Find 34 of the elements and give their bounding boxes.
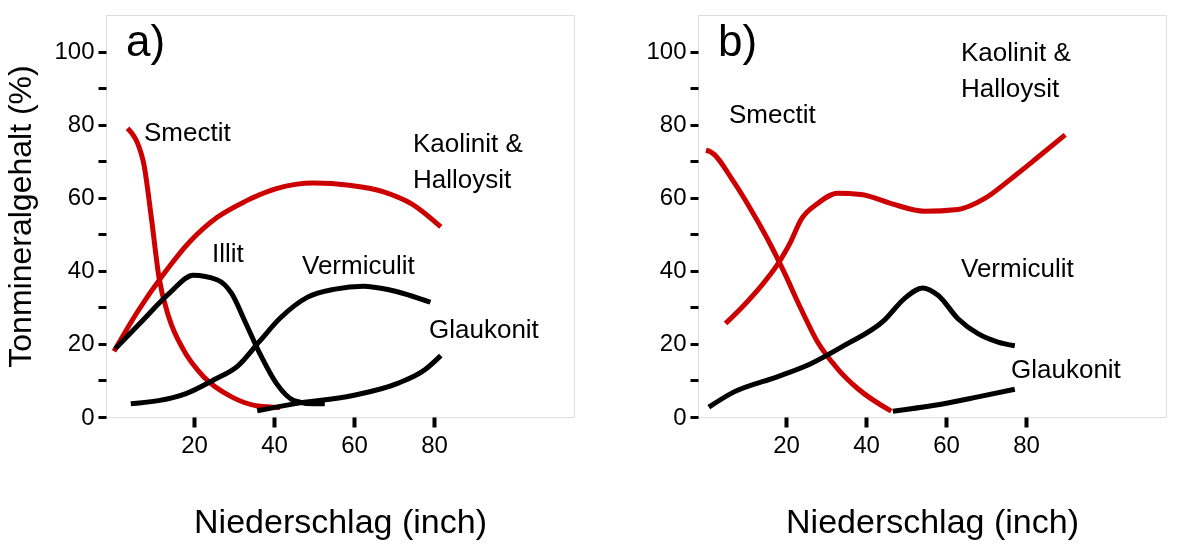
series-label: Glaukonit: [1011, 354, 1122, 384]
y-tick-label: 40: [67, 256, 95, 284]
x-tick-label: 80: [1013, 430, 1040, 458]
series-label: Kaolinit & Halloysit: [961, 37, 1071, 103]
x-tick-label: 20: [773, 430, 800, 458]
chart-title: a): [126, 16, 166, 65]
y-tick-label: 0: [673, 402, 687, 430]
series-label: Smectit: [729, 99, 817, 129]
x-tick-label: 80: [421, 430, 448, 458]
y-tick-label: 40: [659, 256, 687, 284]
y-tick-label: 20: [659, 329, 687, 357]
y-tick-label: 60: [659, 183, 687, 211]
series-label: Glaukonit: [429, 314, 540, 344]
x-axis-title: Niederschlag (inch): [194, 501, 487, 540]
y-tick-label: 20: [67, 329, 95, 357]
y-tick-label: 100: [646, 37, 687, 65]
x-tick-label: 20: [181, 430, 208, 458]
y-tick-label: 0: [81, 402, 95, 430]
series-label: Vermiculit: [302, 250, 416, 280]
series-label: Vermiculit: [961, 253, 1075, 283]
y-tick-label: 100: [54, 37, 95, 65]
y-tick-label: 60: [67, 183, 95, 211]
x-tick-label: 60: [933, 430, 960, 458]
y-tick-label: 80: [659, 110, 687, 138]
chart-title: b): [718, 16, 758, 65]
x-tick-label: 60: [341, 430, 368, 458]
x-axis-title: Niederschlag (inch): [786, 501, 1079, 540]
x-tick-label: 40: [853, 430, 880, 458]
series-label: Smectit: [144, 117, 232, 147]
y-axis-title: Tonmineralgehalt (%): [2, 65, 39, 368]
series-label: Kaolinit & Halloysit: [413, 128, 523, 194]
series-label: Illit: [212, 238, 245, 268]
x-tick-label: 40: [261, 430, 288, 458]
y-tick-label: 80: [67, 110, 95, 138]
